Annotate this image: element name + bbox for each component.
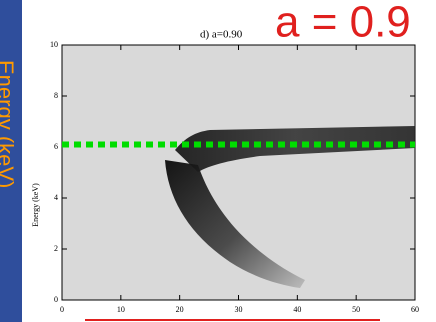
x-tick-label: 10	[117, 305, 125, 314]
chart-title: d) a=0.90	[200, 29, 243, 41]
y-axis-label: Energy (keV)	[31, 183, 40, 227]
y-tick-label: 4	[54, 193, 58, 202]
x-tick-label: 60	[411, 305, 419, 314]
x-tick-label: 50	[352, 305, 360, 314]
density-upper	[175, 126, 415, 172]
y-tick-label: 2	[54, 244, 58, 253]
side-bar	[0, 0, 22, 322]
x-tick-label: 40	[293, 305, 301, 314]
annotation: a = 0.9	[275, 0, 411, 47]
x-tick-label: 0	[60, 305, 64, 314]
side-label: Energy (keV)	[0, 60, 18, 188]
y-tick-label: 10	[50, 40, 58, 49]
density-lower	[165, 160, 305, 288]
y-tick-label: 8	[54, 91, 58, 100]
x-tick-label: 30	[235, 305, 243, 314]
y-tick-label: 6	[54, 142, 58, 151]
x-tick-label: 20	[176, 305, 184, 314]
y-tick-label: 0	[54, 295, 58, 304]
